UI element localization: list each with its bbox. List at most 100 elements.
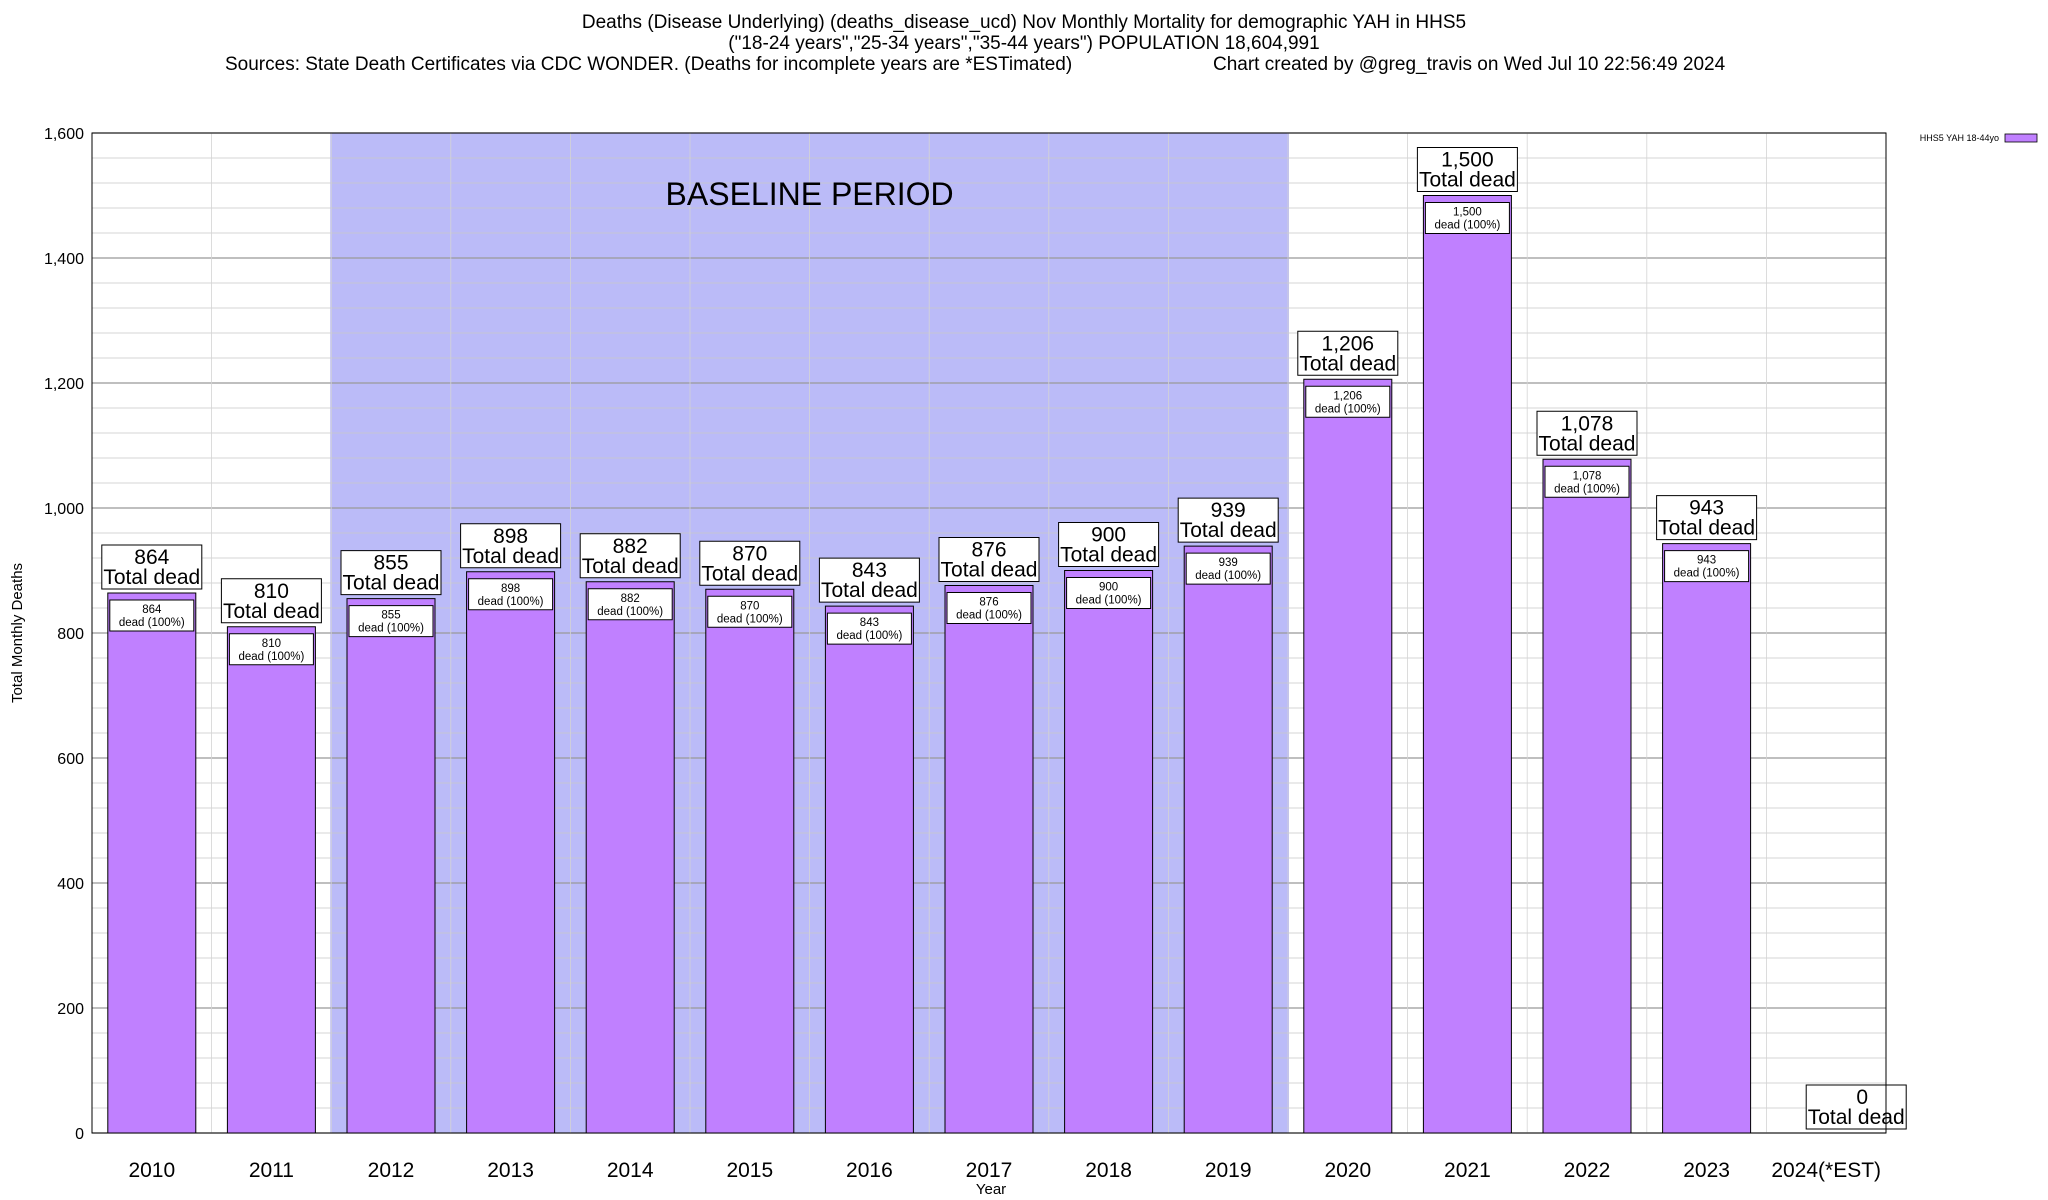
- x-tick-label: 2010: [128, 1159, 175, 1182]
- y-tick-label: 1,200: [44, 376, 84, 393]
- bar-total-label-box: [938, 537, 1040, 582]
- legend-swatch: [2004, 133, 2038, 143]
- bar-inner-caption: dead (100%): [1554, 483, 1620, 495]
- bar-value-label: 0: [1856, 1086, 1868, 1109]
- baseline-period-label: BASELINE PERIOD: [666, 176, 954, 212]
- bar: [107, 592, 197, 1134]
- bar-inner-value: 900: [1099, 582, 1118, 594]
- bar-value-label: 843: [852, 559, 887, 582]
- bar-total-label-box: [220, 578, 322, 624]
- bar-inner-label-box: [1066, 577, 1152, 609]
- bar-total-label-box: [699, 540, 801, 586]
- bar: [346, 598, 436, 1134]
- bar: [824, 605, 914, 1134]
- bar-total-caption: Total dead: [1180, 519, 1277, 542]
- chart-subtitle: ("18-24 years","25-34 years","35-44 year…: [728, 33, 1320, 54]
- bar-inner-caption: dead (100%): [238, 651, 304, 663]
- bar-inner-caption: dead (100%): [597, 606, 663, 618]
- x-tick-label: 2015: [726, 1159, 773, 1182]
- bar-inner-value: 1,500: [1453, 207, 1482, 219]
- bar-value-label: 939: [1211, 499, 1246, 522]
- bar-total-caption: Total dead: [821, 579, 918, 602]
- bar-total-caption: Total dead: [701, 562, 798, 585]
- bar: [1303, 378, 1393, 1134]
- bar-inner-value: 898: [501, 583, 520, 595]
- y-tick-label: 1,000: [44, 501, 84, 518]
- bar: [585, 581, 675, 1134]
- bar-total-caption: Total dead: [103, 566, 200, 589]
- bar-total-label-box: [1058, 522, 1160, 567]
- bar-inner-caption: dead (100%): [119, 617, 185, 629]
- y-tick-label: 600: [57, 751, 84, 768]
- chart-credit: Chart created by @greg_travis on Wed Jul…: [1213, 54, 1726, 75]
- x-tick-label: 2013: [487, 1159, 534, 1182]
- bar: [1183, 545, 1273, 1134]
- bar-total-caption: Total dead: [582, 555, 679, 578]
- bar-value-label: 1,206: [1322, 332, 1375, 355]
- x-tick-label: 2023: [1683, 1159, 1730, 1182]
- bar-total-caption: Total dead: [223, 600, 320, 623]
- y-tick-label: 1,600: [44, 126, 84, 143]
- bar: [466, 571, 556, 1134]
- bar-inner-label-box: [468, 578, 554, 611]
- bar-inner-label-box: [1305, 385, 1391, 418]
- x-tick-label: 2011: [249, 1159, 294, 1182]
- bar-total-label-box: [1536, 410, 1638, 456]
- x-axis-label: Year: [976, 1181, 1006, 1198]
- bar-inner-value: 1,206: [1333, 390, 1362, 402]
- bar-value-label: 876: [971, 539, 1006, 562]
- bar-inner-value: 864: [142, 604, 162, 616]
- x-tick-label: 2018: [1085, 1159, 1132, 1182]
- bar-inner-value: 870: [740, 600, 759, 612]
- bar-inner-caption: dead (100%): [1315, 403, 1381, 415]
- x-tick-label: 2020: [1324, 1159, 1371, 1182]
- bar-value-label: 882: [613, 535, 648, 558]
- x-tick-label: 2024(*EST): [1771, 1159, 1881, 1182]
- bar-total-label-box: [818, 557, 920, 603]
- bar-inner-caption: dead (100%): [1076, 595, 1142, 607]
- bar-inner-label-box: [109, 599, 195, 632]
- bar-value-label: 870: [732, 542, 767, 565]
- chart-sources: Sources: State Death Certificates via CD…: [225, 54, 1073, 75]
- bar-total-label-box: [1805, 1084, 1907, 1130]
- bar-total-label-box: [1656, 495, 1758, 541]
- bar-value-label: 864: [134, 546, 169, 569]
- bar-inner-caption: dead (100%): [717, 613, 783, 625]
- x-tick-label: 2019: [1205, 1159, 1252, 1182]
- bar-inner-value: 876: [979, 597, 998, 609]
- bar-inner-caption: dead (100%): [1195, 570, 1261, 582]
- bar-inner-label-box: [1185, 552, 1271, 585]
- x-tick-label: 2021: [1444, 1159, 1491, 1182]
- y-axis-label: Total Monthly Deaths: [9, 563, 26, 703]
- bar-total-label-box: [460, 523, 562, 569]
- bar-inner-label-box: [946, 592, 1032, 624]
- bar-inner-value: 1,078: [1573, 470, 1602, 482]
- bar-value-label: 1,500: [1441, 149, 1494, 172]
- bar-total-label-box: [1297, 330, 1399, 376]
- y-tick-label: 200: [57, 1001, 84, 1018]
- bar-value-label: 810: [254, 580, 289, 603]
- bar-inner-value: 939: [1219, 557, 1238, 569]
- bar-total-caption: Total dead: [1419, 169, 1516, 192]
- legend-label: HHS5 YAH 18-44yo: [1920, 133, 1999, 143]
- bar-total-caption: Total dead: [1299, 352, 1396, 375]
- bar: [226, 626, 316, 1134]
- bar-inner-label-box: [826, 612, 912, 645]
- bar: [705, 588, 795, 1134]
- bar-value-label: 898: [493, 525, 528, 548]
- chart-title: Deaths (Disease Underlying) (deaths_dise…: [581, 12, 1467, 33]
- bar-inner-label-box: [348, 605, 434, 638]
- bar-total-label-box: [1416, 147, 1518, 192]
- bar-total-caption: Total dead: [343, 572, 440, 595]
- bar-total-caption: Total dead: [462, 545, 559, 568]
- bar-total-caption: Total dead: [941, 559, 1038, 582]
- bar: [1542, 458, 1632, 1134]
- bar-total-label-box: [1177, 497, 1279, 543]
- bar-total-caption: Total dead: [1060, 544, 1157, 567]
- bar-inner-caption: dead (100%): [358, 623, 424, 635]
- bar-inner-value: 943: [1697, 555, 1716, 567]
- bar: [1064, 570, 1154, 1134]
- bar-total-caption: Total dead: [1658, 517, 1755, 540]
- bar-inner-label-box: [1424, 202, 1510, 234]
